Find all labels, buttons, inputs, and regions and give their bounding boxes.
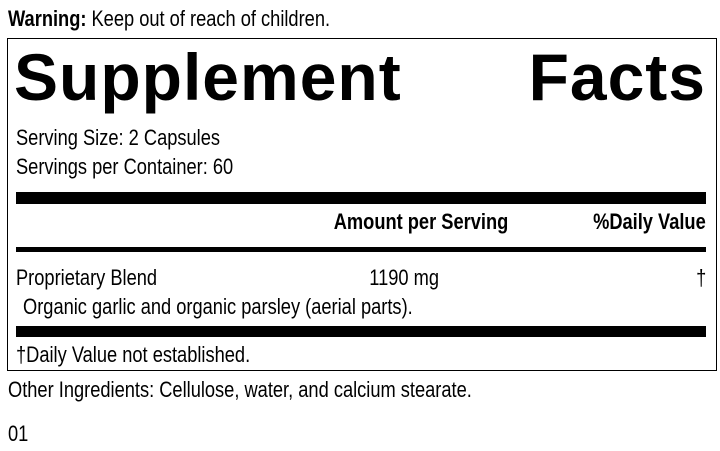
warning-text: Warning: Keep out of reach of children. bbox=[8, 8, 330, 30]
warning-label: Warning: bbox=[8, 6, 87, 31]
footnote: †Daily Value not established. bbox=[16, 342, 251, 367]
title-word-facts: Facts bbox=[528, 40, 706, 114]
label-code: 01 bbox=[8, 421, 29, 446]
title-word-supplement: Supplement bbox=[14, 40, 402, 114]
supplement-facts-panel bbox=[7, 38, 717, 371]
medium-divider bbox=[16, 247, 706, 252]
panel-title: Supplement Facts bbox=[14, 44, 706, 110]
ingredient-dv: † bbox=[695, 265, 706, 290]
other-ingredients: Other Ingredients: Cellulose, water, and… bbox=[8, 377, 472, 402]
serving-size: Serving Size: 2 Capsules bbox=[16, 125, 221, 150]
servings-per-container: Servings per Container: 60 bbox=[16, 154, 234, 179]
header-amount: Amount per Serving bbox=[333, 209, 508, 234]
ingredient-name: Proprietary Blend bbox=[16, 265, 158, 290]
header-daily-value: %Daily Value bbox=[593, 209, 706, 234]
ingredient-description: Organic garlic and organic parsley (aeri… bbox=[23, 294, 413, 319]
warning-body: Keep out of reach of children. bbox=[86, 6, 331, 31]
ingredient-amount: 1190 mg bbox=[369, 265, 439, 290]
thick-divider bbox=[16, 192, 706, 204]
thick-divider-bottom bbox=[16, 326, 706, 337]
